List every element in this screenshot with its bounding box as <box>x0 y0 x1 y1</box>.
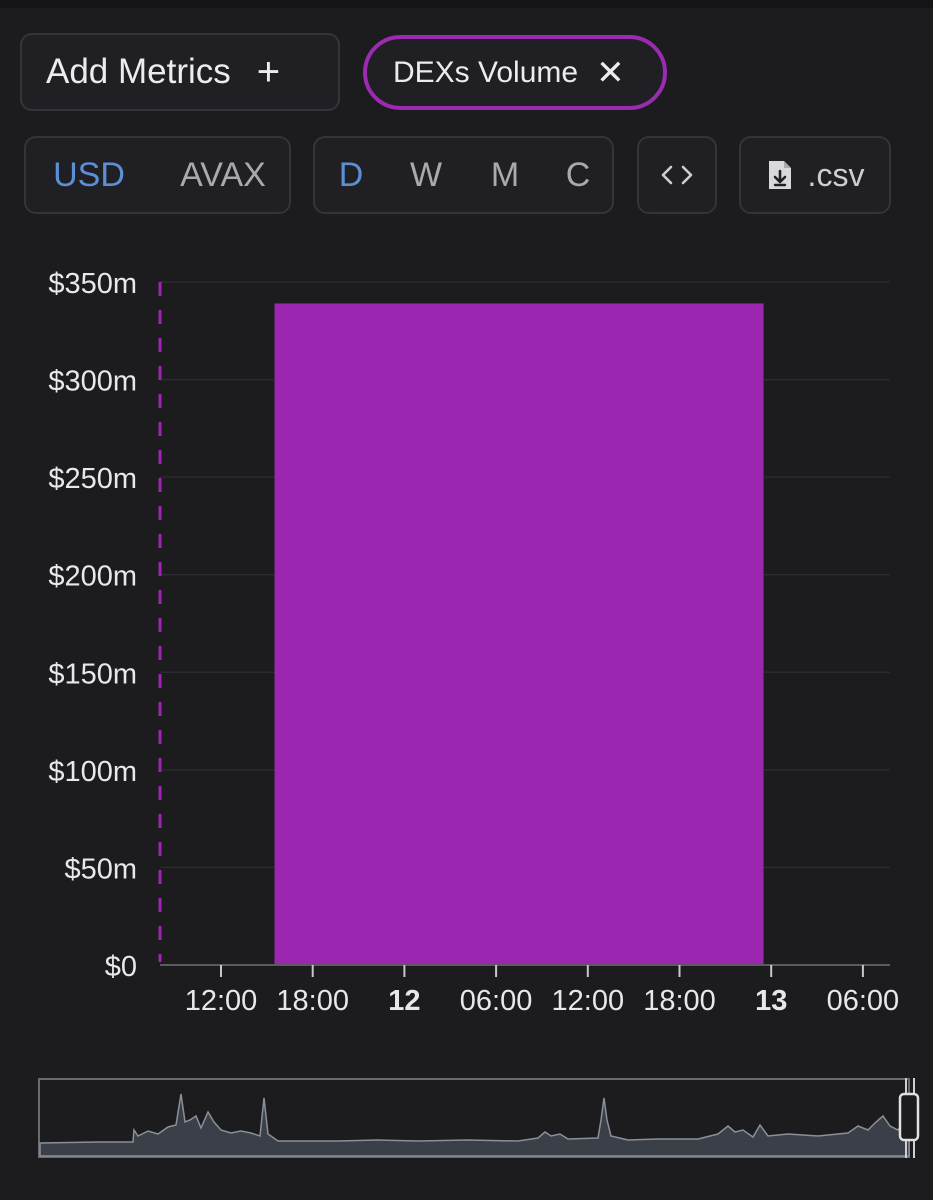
code-icon <box>661 165 693 185</box>
csv-label: .csv <box>807 156 865 193</box>
plus-icon: + <box>256 49 281 94</box>
currency-option-avax[interactable]: AVAX <box>180 155 266 194</box>
x-tick-label: 18:00 <box>276 985 349 1017</box>
period-toggle: D W M C <box>313 136 614 214</box>
y-tick-label: $150m <box>48 658 137 690</box>
y-tick-label: $350m <box>48 268 137 300</box>
metric-chip-label: DEXs Volume <box>393 55 579 89</box>
y-axis: $0 $50m $100m $150m $200m $250m $300m $350m <box>48 268 137 983</box>
x-tick-label: 06:00 <box>460 985 533 1017</box>
add-metrics-button[interactable]: Add Metrics + <box>20 33 340 111</box>
top-edge <box>0 0 933 8</box>
y-tick-label: $0 <box>105 951 137 983</box>
x-tick-label: 12:00 <box>552 985 625 1017</box>
metric-chip-dexs-volume[interactable]: DEXs Volume ✕ <box>363 35 667 110</box>
currency-toggle: USD AVAX <box>24 136 291 214</box>
x-tick-label: 12:00 <box>185 985 258 1017</box>
y-tick-label: $100m <box>48 756 137 788</box>
period-option-w[interactable]: W <box>409 155 443 194</box>
file-download-icon <box>768 161 791 189</box>
x-tick-label: 06:00 <box>827 985 900 1017</box>
x-tick-label: 13 <box>755 985 787 1017</box>
x-tick-label: 18:00 <box>643 985 716 1017</box>
x-tick-label: 12 <box>388 985 420 1017</box>
bar[interactable] <box>274 303 764 965</box>
y-tick-label: $200m <box>48 561 137 593</box>
period-option-m[interactable]: M <box>490 155 520 194</box>
volume-chart: $0 $50m $100m $150m $200m $250m $300m $350m 12:… <box>48 268 899 1017</box>
csv-download-button[interactable]: .csv <box>739 136 891 214</box>
period-option-d[interactable]: D <box>338 155 364 194</box>
navigator-sparkline <box>39 1093 910 1157</box>
currency-option-usd[interactable]: USD <box>53 155 125 194</box>
navigator-handle[interactable] <box>898 1092 920 1142</box>
add-metrics-label: Add Metrics <box>46 52 231 91</box>
y-tick-label: $300m <box>48 366 137 398</box>
embed-button[interactable] <box>637 136 717 214</box>
close-icon[interactable]: ✕ <box>596 53 625 92</box>
bar-layer <box>274 303 764 965</box>
x-axis: 12:00 18:00 12 06:00 12:00 18:00 13 06:00 <box>185 965 899 1017</box>
y-tick-label: $50m <box>64 853 137 885</box>
period-option-c[interactable]: C <box>565 155 591 194</box>
y-tick-label: $250m <box>48 463 137 495</box>
range-navigator[interactable] <box>38 1078 923 1160</box>
